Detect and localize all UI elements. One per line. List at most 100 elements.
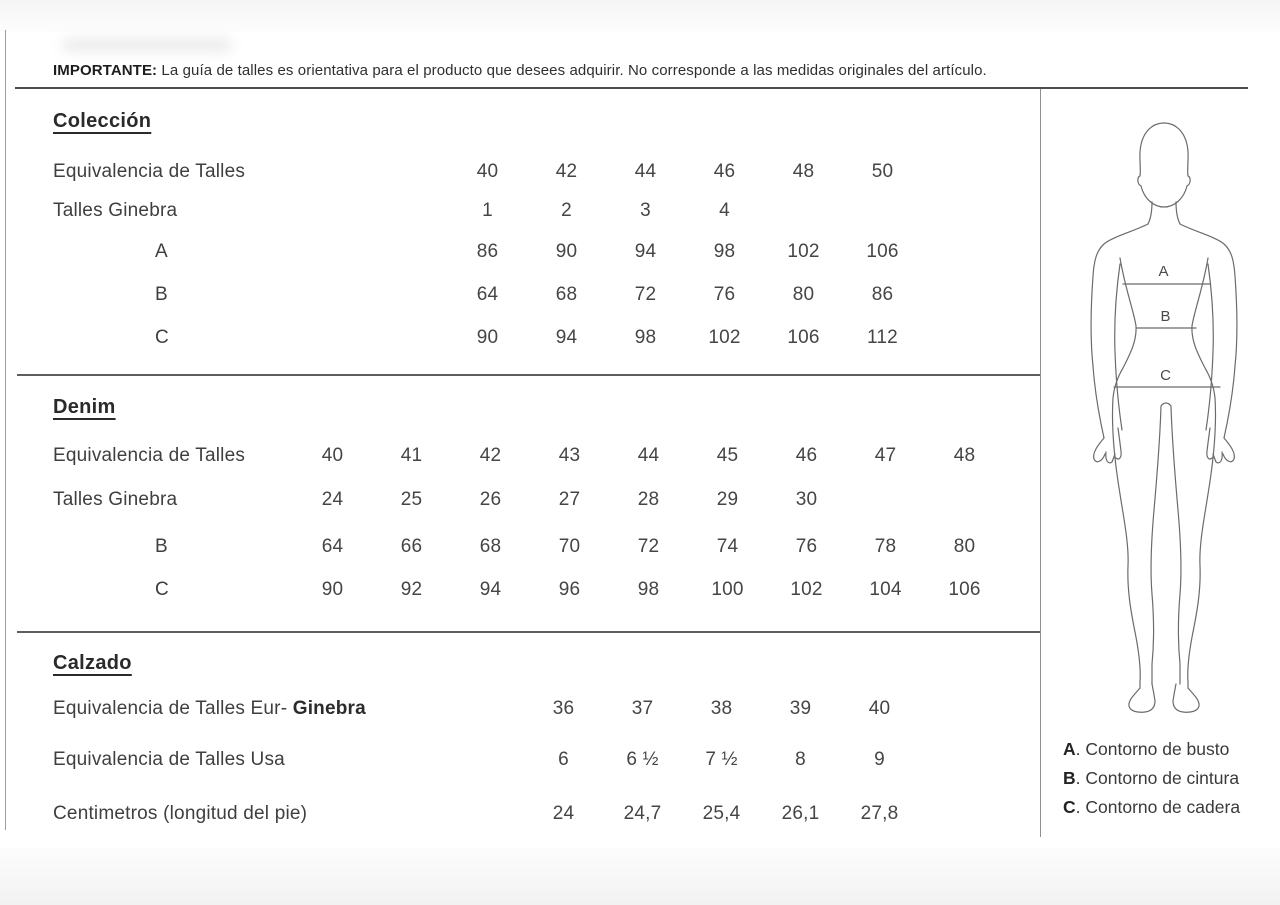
row-coleccion-c: C 90 94 98 102 106 112 — [53, 325, 922, 351]
row-denim-talles-ginebra: Talles Ginebra 24 25 26 27 28 29 30 — [53, 487, 846, 513]
size-value: 46 — [713, 161, 736, 182]
row-label: Talles Ginebra — [53, 489, 178, 510]
row-label: Equivalencia de Talles Usa — [53, 749, 285, 770]
size-value: 42 — [479, 445, 502, 466]
measure-value: 90 — [321, 579, 344, 600]
row-label: Centimetros (longitud del pie) — [53, 803, 308, 824]
size-value: 40 — [476, 161, 499, 182]
section-divider-coleccion-denim — [17, 374, 1040, 376]
measure-value: 92 — [400, 579, 423, 600]
size-value: 40 — [868, 698, 891, 719]
size-value: 45 — [716, 445, 739, 466]
figure-left-arm-outer — [1090, 223, 1149, 439]
row-label-text: Equivalencia de Talles Eur- — [53, 698, 293, 719]
measure-value: 80 — [792, 284, 815, 305]
measure-value: 76 — [713, 284, 736, 305]
row-calzado-usa: Equivalencia de Talles Usa 6 6 ½ 7 ½ 8 9 — [53, 747, 919, 773]
bottom-shade-band — [0, 847, 1280, 905]
figure-right-arm-inner — [1205, 263, 1214, 431]
measure-value: 100 — [711, 579, 744, 600]
measure-value: 102 — [708, 327, 741, 348]
size-value: 44 — [634, 161, 657, 182]
hip-marker: C — [1160, 367, 1172, 384]
figure-neck — [1147, 201, 1181, 225]
measure-value: 80 — [953, 536, 976, 557]
measure-value: 112 — [867, 327, 898, 348]
faint-watermark — [62, 38, 232, 52]
figure-left-hand — [1093, 427, 1122, 464]
size-value: 41 — [400, 445, 423, 466]
legend-text: . Contorno de cintura — [1075, 768, 1240, 788]
size-value: 6 ½ — [626, 749, 659, 770]
legend-key: B — [1063, 768, 1076, 788]
measure-value: 102 — [787, 241, 820, 262]
legend-item-busto: A. Contorno de busto — [1063, 738, 1240, 760]
measure-value: 102 — [790, 579, 823, 600]
measure-value: 24 — [552, 803, 575, 824]
size-value: 25 — [400, 489, 423, 510]
figure-torso-right-leg — [1187, 257, 1217, 689]
row-label: B — [155, 536, 168, 557]
waist-marker: B — [1160, 308, 1171, 325]
figure-inner-legs — [1150, 402, 1182, 685]
measure-value: 90 — [476, 327, 499, 348]
measure-value: 98 — [637, 579, 660, 600]
figure-right-foot — [1172, 683, 1200, 713]
size-value: 47 — [874, 445, 897, 466]
size-value: 37 — [631, 698, 654, 719]
size-value: 7 ½ — [705, 749, 738, 770]
row-coleccion-talles-ginebra: Talles Ginebra 1 2 3 4 — [53, 198, 764, 224]
row-label: C — [155, 327, 169, 348]
size-value: 48 — [953, 445, 976, 466]
row-label: A — [155, 241, 168, 262]
figure-torso-left-leg — [1111, 257, 1141, 689]
measure-value: 66 — [400, 536, 423, 557]
size-value: 3 — [640, 200, 651, 221]
measure-value: 106 — [866, 241, 899, 262]
size-value: 36 — [552, 698, 575, 719]
size-value: 6 — [558, 749, 569, 770]
size-value: 42 — [555, 161, 578, 182]
size-value: 2 — [561, 200, 572, 221]
legend-item-cadera: C. Contorno de cadera — [1063, 796, 1240, 818]
important-note-text: La guía de talles es orientativa para el… — [157, 62, 987, 79]
important-note: IMPORTANTE: La guía de talles es orienta… — [53, 62, 987, 79]
measure-value: 72 — [637, 536, 660, 557]
row-label-brand: Ginebra — [292, 698, 366, 719]
row-label: C — [155, 579, 169, 600]
figure-right-arm-outer — [1179, 223, 1238, 439]
size-value: 46 — [795, 445, 818, 466]
legend-text: . Contorno de cadera — [1075, 797, 1241, 817]
row-denim-c: C 90 92 94 96 98 100 102 104 106 — [53, 577, 1004, 603]
measure-value: 96 — [558, 579, 581, 600]
size-value: 9 — [874, 749, 885, 770]
row-denim-b: B 64 66 68 70 72 74 76 78 80 — [53, 534, 1004, 560]
size-value: 8 — [795, 749, 806, 770]
top-shade-band — [0, 0, 1280, 32]
measure-value: 72 — [634, 284, 657, 305]
section-title-coleccion: Colección — [53, 110, 152, 132]
figure-head — [1137, 122, 1191, 208]
row-coleccion-equivalencia: Equivalencia de Talles 40 42 44 46 48 50 — [53, 159, 922, 185]
measure-value: 64 — [321, 536, 344, 557]
row-coleccion-a: A 86 90 94 98 102 106 — [53, 239, 922, 265]
legend-text: . Contorno de busto — [1075, 739, 1230, 759]
measure-value: 104 — [869, 579, 902, 600]
row-coleccion-b: B 64 68 72 76 80 86 — [53, 282, 922, 308]
measure-value: 24,7 — [623, 803, 662, 824]
size-value: 4 — [719, 200, 730, 221]
measure-value: 76 — [795, 536, 818, 557]
row-label: Equivalencia de Talles — [53, 161, 246, 182]
size-value: 30 — [795, 489, 818, 510]
row-label: B — [155, 284, 168, 305]
legend-key: A — [1063, 739, 1076, 759]
measure-value: 86 — [476, 241, 499, 262]
size-value: 28 — [637, 489, 660, 510]
measure-value: 98 — [634, 327, 657, 348]
size-value: 26 — [479, 489, 502, 510]
figure-left-arm-inner — [1114, 263, 1123, 431]
figure-right-hand — [1206, 427, 1235, 464]
size-value: 27 — [558, 489, 581, 510]
size-value: 40 — [321, 445, 344, 466]
section-divider-denim-calzado — [17, 631, 1040, 633]
